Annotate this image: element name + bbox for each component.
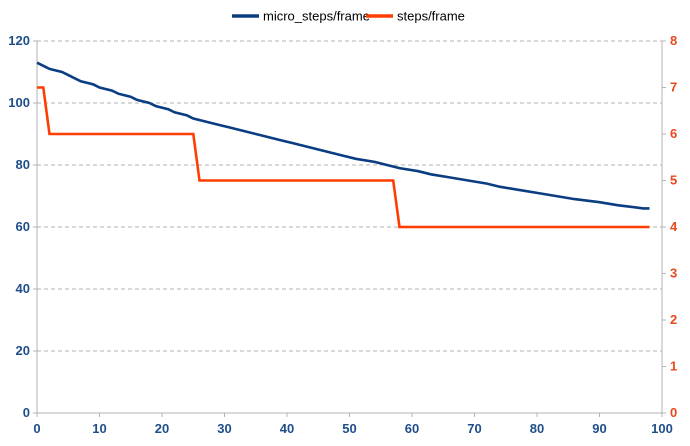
x-tick-label-6: 60 bbox=[405, 421, 419, 436]
y-tick-label-4: 80 bbox=[16, 157, 30, 172]
y2-tick-label-3: 3 bbox=[670, 266, 677, 281]
y-tick-label-2: 40 bbox=[16, 281, 30, 296]
legend: micro_steps/frame steps/frame bbox=[232, 9, 465, 24]
x-tick-label-5: 50 bbox=[342, 421, 356, 436]
y2-tick-label-7: 7 bbox=[670, 80, 677, 95]
legend-label-1: steps/frame bbox=[397, 9, 465, 24]
x-tick-label-4: 40 bbox=[280, 421, 294, 436]
y2-tick-label-5: 5 bbox=[670, 173, 677, 188]
grid-lines bbox=[37, 40, 662, 352]
x-tick-label-2: 20 bbox=[155, 421, 169, 436]
x-tick-label-3: 30 bbox=[217, 421, 231, 436]
y-tick-label-3: 60 bbox=[16, 219, 30, 234]
x-tick-label-0: 0 bbox=[33, 421, 40, 436]
series-line-0 bbox=[36, 61, 650, 210]
x-tick-label-1: 10 bbox=[92, 421, 106, 436]
series-line-1 bbox=[37, 86, 650, 229]
x-tick-label-9: 90 bbox=[592, 421, 606, 436]
y-tick-label-0: 0 bbox=[23, 405, 30, 420]
y-tick-label-6: 120 bbox=[8, 33, 30, 48]
x-tick-label-7: 70 bbox=[467, 421, 481, 436]
axes bbox=[33, 40, 666, 417]
y2-tick-label-8: 8 bbox=[670, 33, 677, 48]
y2-tick-label-6: 6 bbox=[670, 126, 677, 141]
y-tick-label-1: 20 bbox=[16, 343, 30, 358]
y2-tick-label-2: 2 bbox=[670, 312, 677, 327]
y-tick-label-5: 100 bbox=[8, 95, 30, 110]
series-lines bbox=[36, 61, 650, 229]
x-tick-label-8: 80 bbox=[530, 421, 544, 436]
y2-tick-label-0: 0 bbox=[670, 405, 677, 420]
y2-tick-label-1: 1 bbox=[670, 359, 677, 374]
x-tick-label-10: 100 bbox=[651, 421, 673, 436]
legend-label-0: micro_steps/frame bbox=[263, 9, 370, 24]
y2-tick-label-4: 4 bbox=[670, 219, 678, 234]
